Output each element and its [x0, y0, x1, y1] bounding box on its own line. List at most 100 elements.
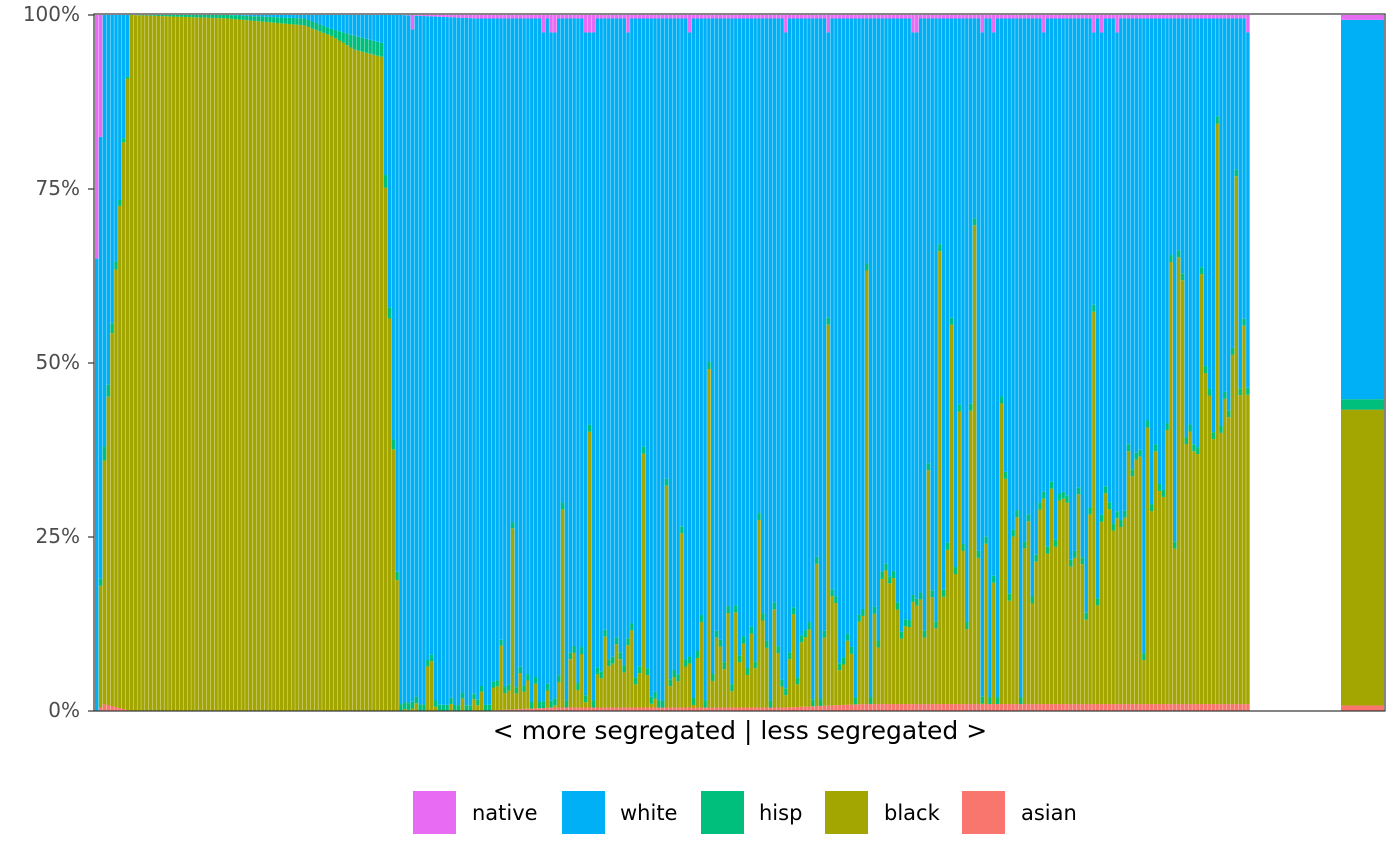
- bar-segment-native: [711, 15, 715, 19]
- district-bar: [1199, 15, 1204, 711]
- district-bar: [445, 15, 449, 711]
- bar-segment-black: [1080, 564, 1085, 705]
- bar-segment-hisp: [222, 15, 226, 19]
- bar-segment-white: [1146, 18, 1150, 421]
- bar-segment-asian: [641, 707, 646, 711]
- bar-segment-native: [726, 15, 730, 19]
- district-bar: [938, 15, 942, 711]
- district-bar: [106, 15, 111, 711]
- district-bar: [1188, 15, 1192, 711]
- bar-segment-hisp: [884, 563, 888, 571]
- bar-segment-native: [703, 15, 707, 19]
- bar-segment-white: [649, 18, 653, 697]
- bar-segment-asian: [699, 707, 703, 711]
- bar-segment-native: [1130, 15, 1135, 19]
- bar-segment-black: [749, 633, 753, 708]
- bar-segment-hisp: [114, 261, 118, 270]
- district-bar: [626, 15, 630, 711]
- bar-segment-white: [1096, 18, 1100, 599]
- bar-segment-asian: [549, 707, 553, 711]
- bar-segment-white: [1169, 18, 1173, 256]
- bar-segment-white: [399, 15, 403, 705]
- bar-segment-native: [645, 15, 650, 19]
- legend-swatch-native: [413, 791, 456, 834]
- bar-segment-asian: [564, 707, 569, 711]
- bar-segment-hisp: [1203, 366, 1208, 374]
- bar-segment-white: [784, 32, 788, 689]
- bar-segment-native: [1122, 15, 1127, 19]
- bar-segment-asian: [626, 707, 630, 711]
- bar-segment-white: [637, 18, 642, 667]
- bar-segment-native: [1111, 15, 1115, 19]
- bar-segment-native: [876, 15, 881, 19]
- bar-segment-black: [326, 34, 330, 711]
- bar-segment-native: [826, 15, 830, 33]
- district-bar: [711, 15, 715, 711]
- bar-segment-hisp: [930, 590, 934, 598]
- district-bar: [672, 15, 676, 711]
- bar-segment-asian: [1134, 704, 1138, 711]
- bar-segment-asian: [911, 704, 915, 711]
- legend-label-hisp: hisp: [759, 801, 802, 825]
- bar-segment-hisp: [1173, 541, 1177, 549]
- bar-segment-native: [422, 15, 426, 17]
- bar-segment-black: [156, 15, 161, 712]
- bar-segment-hisp: [741, 636, 746, 644]
- bar-segment-hisp: [761, 613, 765, 621]
- district-bar: [1045, 15, 1050, 711]
- district-bar: [476, 15, 480, 711]
- bar-segment-hisp: [410, 701, 415, 709]
- district-bar: [1069, 15, 1073, 711]
- bar-segment-hisp: [580, 647, 584, 654]
- bar-segment-black: [637, 673, 642, 708]
- bar-segment-black: [576, 690, 580, 708]
- bar-segment-asian: [818, 705, 823, 711]
- bar-segment-native: [637, 15, 642, 19]
- bar-segment-black: [1238, 395, 1242, 705]
- bar-segment-native: [880, 15, 884, 19]
- bar-segment-white: [622, 18, 626, 666]
- bar-segment-white: [607, 18, 611, 660]
- bar-segment-white: [583, 32, 588, 696]
- district-bar: [279, 15, 284, 712]
- bar-segment-white: [841, 18, 846, 658]
- district-bar: [699, 15, 703, 711]
- bar-segment-asian: [711, 707, 715, 711]
- bar-segment-native: [526, 15, 530, 19]
- district-bar: [607, 15, 611, 711]
- bar-segment-black: [337, 40, 342, 711]
- bar-segment-hisp: [684, 659, 688, 667]
- bar-segment-white: [368, 15, 372, 40]
- bar-segment-hisp: [249, 16, 253, 21]
- bar-segment-hisp: [730, 684, 734, 692]
- bar-segment-asian: [545, 707, 549, 711]
- bar-segment-native: [803, 15, 807, 19]
- bar-segment-hisp: [464, 705, 469, 711]
- bar-segment-asian: [965, 704, 969, 711]
- district-bar: [376, 15, 380, 711]
- bar-segment-white: [1088, 18, 1092, 508]
- bar-segment-white: [911, 32, 915, 595]
- bar-segment-black: [737, 662, 742, 708]
- bar-segment-black: [1199, 274, 1204, 705]
- bar-segment-native: [580, 15, 584, 19]
- bar-segment-hisp: [899, 631, 904, 639]
- bar-segment-black: [965, 629, 969, 705]
- bar-segment-white: [1111, 18, 1115, 524]
- bar-segment-hisp: [341, 32, 345, 43]
- bar-segment-native: [464, 15, 469, 18]
- bar-segment-white: [545, 18, 549, 684]
- bar-segment-asian: [861, 704, 865, 711]
- bar-segment-asian: [1003, 704, 1008, 711]
- bar-segment-white: [942, 18, 946, 590]
- district-bar: [198, 15, 203, 711]
- bar-segment-asian: [737, 707, 742, 711]
- bar-segment-hisp: [218, 15, 222, 19]
- bar-segment-hisp: [1099, 514, 1104, 522]
- district-bar: [1146, 15, 1150, 711]
- bar-segment-hisp: [1226, 410, 1231, 418]
- bar-segment-white: [1022, 18, 1027, 542]
- district-bar: [976, 15, 981, 711]
- bar-segment-asian: [687, 707, 692, 711]
- bar-segment-hisp: [156, 15, 161, 16]
